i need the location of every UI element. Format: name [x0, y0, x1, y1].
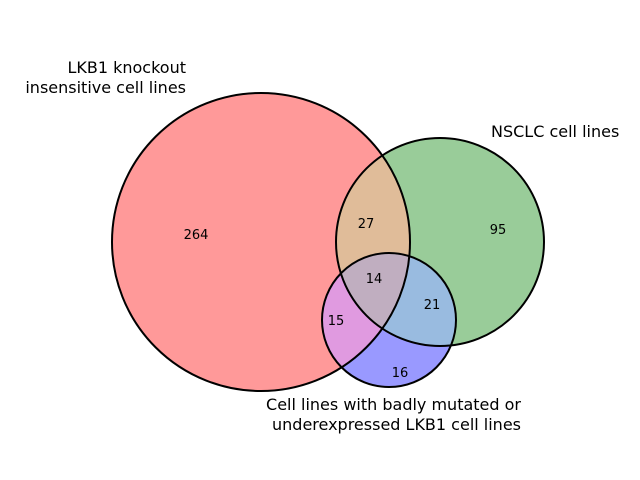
region-only-c-count: 16	[392, 366, 409, 381]
region-a-b-count: 27	[358, 217, 375, 232]
circle-c-outline	[321, 252, 457, 388]
region-only-a-count: 264	[184, 228, 209, 243]
set-c-label-line-1: Cell lines with badly mutated or	[266, 395, 521, 414]
set-c-label-line-2: underexpressed LKB1 cell lines	[272, 415, 521, 434]
region-a-b-c-count: 14	[366, 272, 383, 287]
region-b-c-count: 21	[424, 298, 441, 313]
circle-b-outline	[335, 137, 545, 347]
region-a-c-count: 15	[328, 314, 345, 329]
set-a-label-line-1: LKB1 knockout	[67, 58, 186, 77]
circle-a-outline	[111, 92, 411, 392]
set-b-label: NSCLC cell lines	[491, 122, 619, 141]
set-a-label-line-2: insensitive cell lines	[25, 78, 186, 97]
region-only-b-count: 95	[490, 223, 507, 238]
